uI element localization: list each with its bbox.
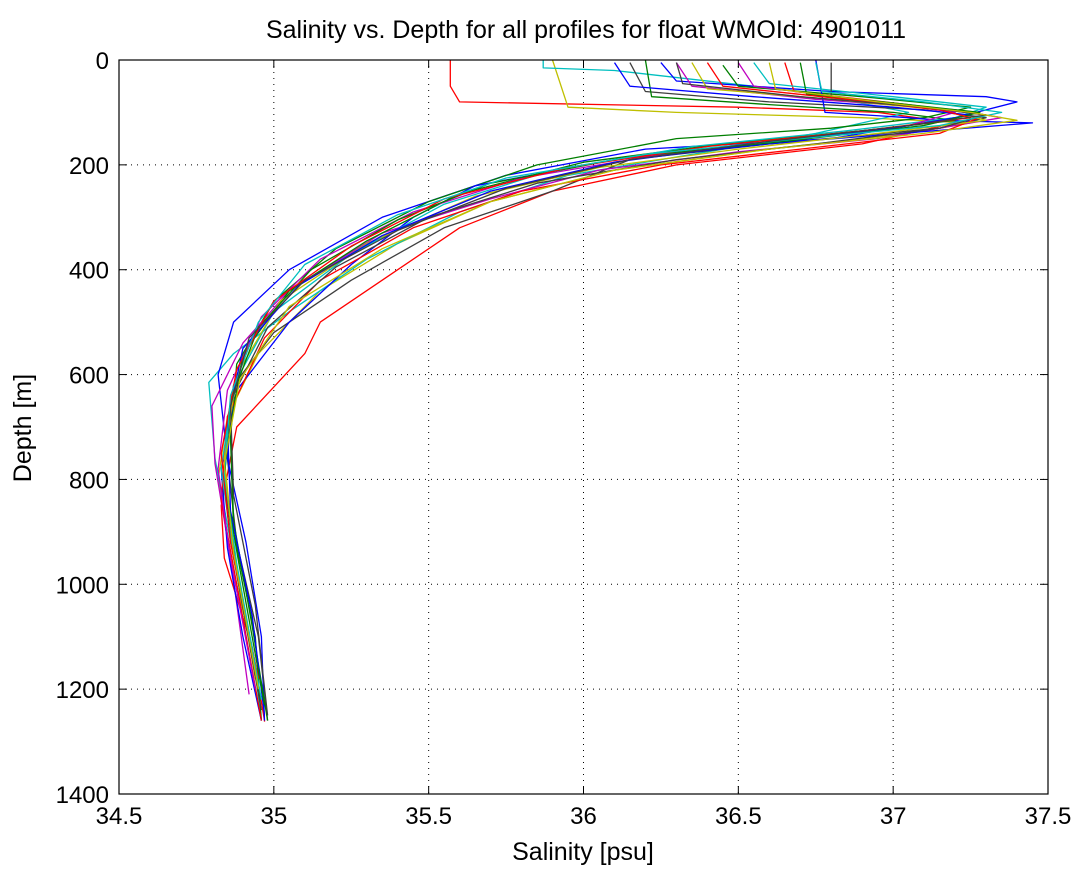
y-axis-label: Depth [m] (9, 374, 37, 482)
x-tick-label: 36 (570, 803, 597, 830)
profile-line (226, 62, 987, 721)
grid-layer (119, 60, 1048, 794)
profile-line (229, 62, 987, 716)
profile-line (220, 60, 956, 722)
x-tick-label: 36.5 (715, 803, 762, 830)
profile-line (223, 62, 1018, 690)
y-tick-label: 200 (69, 153, 109, 180)
x-axis-label: Salinity [psu] (512, 838, 654, 866)
y-tick-label: 400 (69, 258, 109, 285)
profile-line (226, 62, 972, 716)
y-tick-label: 600 (69, 363, 109, 390)
tick-labels-layer: 34.5 35 35.5 36 36.5 37 37.5 0 200 400 600 800 1000 1… (56, 48, 1072, 830)
axes-layer (118, 59, 1049, 795)
profile-line (223, 62, 1003, 700)
y-tick-label: 1000 (56, 572, 109, 599)
y-tick-label: 800 (69, 467, 109, 494)
y-tick-label: 1400 (56, 782, 109, 809)
chart-title: Salinity vs. Depth for all profiles for … (266, 16, 906, 44)
y-tick-label: 1200 (56, 677, 109, 704)
x-tick-label: 37 (880, 803, 907, 830)
x-tick-label: 37.5 (1025, 803, 1072, 830)
x-tick-label: 35 (260, 803, 287, 830)
y-tick-label: 0 (96, 48, 109, 75)
x-tick-label: 34.5 (96, 803, 143, 830)
x-tick-label: 35.5 (405, 803, 452, 830)
series-layer (208, 59, 1034, 722)
